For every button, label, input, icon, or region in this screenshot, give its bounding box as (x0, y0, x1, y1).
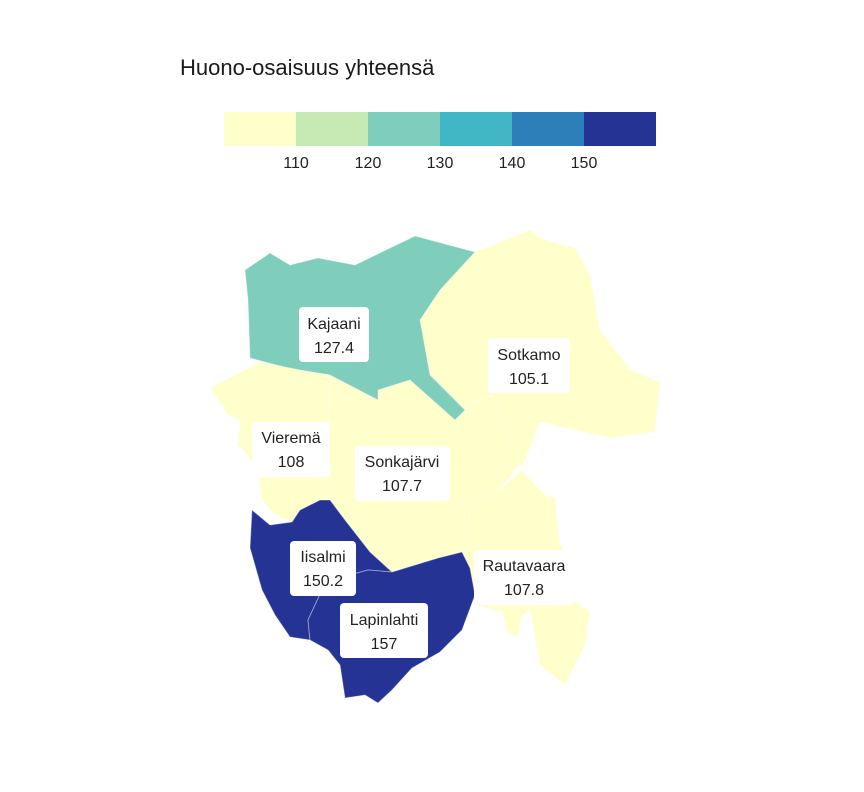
region-value: 150.2 (303, 573, 343, 590)
label-background (355, 446, 450, 501)
legend-title: Huono-osaisuus yhteensä (180, 55, 435, 80)
region-name: Kajaani (307, 316, 360, 333)
region-value: 107.8 (504, 582, 544, 599)
legend-tick-label: 120 (354, 155, 382, 172)
region-label-rautavaara: Rautavaara 107.8 (474, 550, 574, 605)
region-value: 157 (371, 636, 398, 653)
region-label-kajaani: Kajaani 127.4 (299, 307, 369, 362)
legend-swatch-1 (224, 112, 296, 146)
legend-swatch-2 (296, 112, 368, 146)
region-name: Rautavaara (483, 558, 566, 575)
region-label-vierema: Vieremä 108 (252, 422, 330, 477)
region-value: 107.7 (382, 478, 422, 495)
region-label-lapinlahti: Lapinlahti 157 (340, 603, 428, 658)
legend-tick-label: 110 (283, 155, 309, 172)
region-name: Sonkajärvi (365, 454, 440, 471)
legend-tick-label: 130 (426, 155, 454, 172)
label-background (474, 550, 574, 605)
region-name: Lapinlahti (350, 612, 419, 629)
region-label-sotkamo: Sotkamo 105.1 (488, 338, 570, 393)
legend-tick-label: 140 (498, 155, 526, 172)
legend-swatch-4 (440, 112, 512, 146)
legend-swatch-6 (584, 112, 656, 146)
region-value: 108 (278, 454, 305, 471)
legend-swatch-5 (512, 112, 584, 146)
region-name: Vieremä (261, 430, 320, 447)
region-value: 105.1 (509, 371, 549, 388)
legend-swatch-3 (368, 112, 440, 146)
region-label-sonkajarvi: Sonkajärvi 107.7 (355, 446, 450, 501)
label-background (340, 603, 428, 658)
label-background (299, 307, 369, 362)
legend-tick-label: 150 (570, 155, 598, 172)
region-value: 127.4 (314, 340, 354, 357)
region-name: Sotkamo (497, 347, 560, 364)
label-background (252, 422, 330, 477)
legend-color-bar (224, 112, 656, 146)
label-background (290, 541, 356, 596)
region-name: Iisalmi (300, 549, 345, 566)
region-label-iisalmi: Iisalmi 150.2 (290, 541, 356, 596)
label-background (488, 338, 570, 393)
